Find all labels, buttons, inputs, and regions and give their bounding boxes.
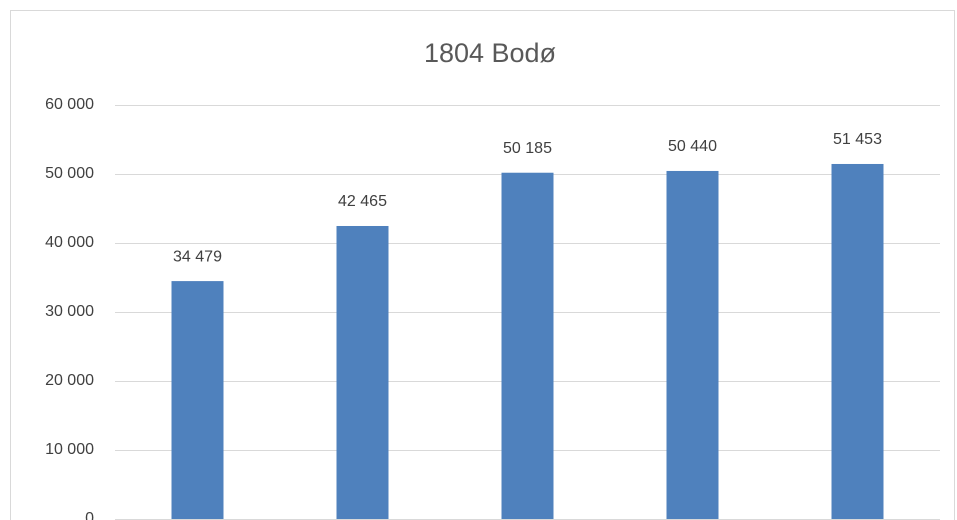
bar — [831, 163, 884, 519]
bar — [171, 281, 224, 519]
y-tick-label: 20 000 — [45, 372, 94, 389]
bar — [336, 225, 389, 519]
y-tick-label: 0 — [85, 510, 94, 520]
y-tick-label: 40 000 — [45, 234, 94, 251]
y-tick-label: 50 000 — [45, 165, 94, 182]
y-tick-label: 60 000 — [45, 96, 94, 113]
chart-title: 1804 Bodø — [424, 38, 556, 68]
bar — [501, 172, 554, 519]
y-tick-label: 30 000 — [45, 303, 94, 320]
data-label: 50 440 — [668, 138, 717, 155]
data-label: 51 453 — [833, 131, 882, 148]
data-label: 34 479 — [173, 248, 222, 265]
y-tick-label: 10 000 — [45, 441, 94, 458]
data-label: 50 185 — [503, 140, 552, 157]
bar — [666, 170, 719, 520]
chart-border — [10, 10, 955, 520]
data-label: 42 465 — [338, 193, 387, 210]
